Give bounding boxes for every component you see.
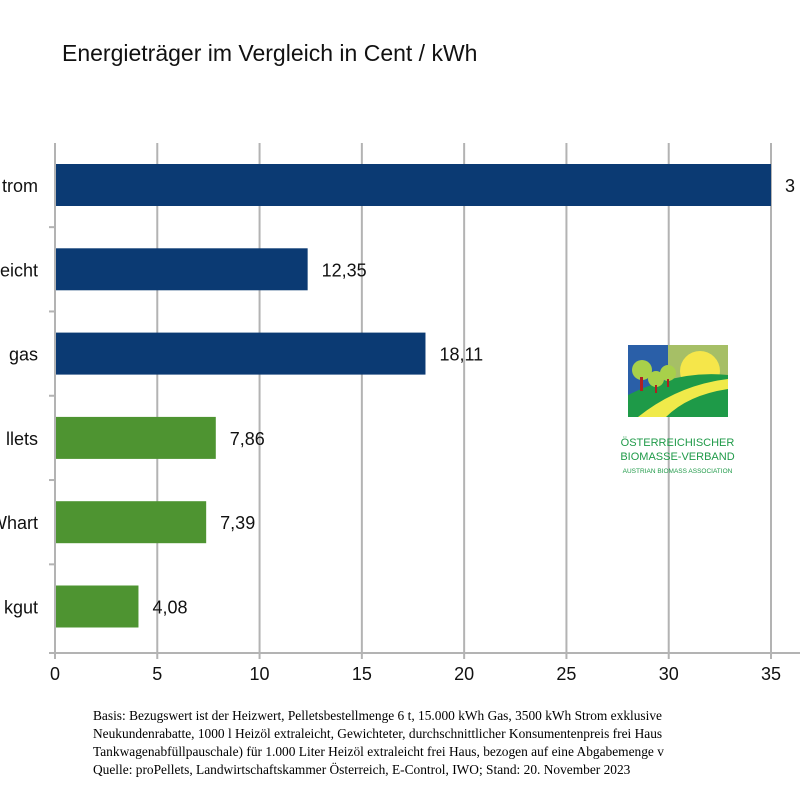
footnote-line: Tankwagenabfüllpauschale) für 1.000 Lite… bbox=[93, 744, 664, 759]
category-label: trom bbox=[2, 176, 38, 196]
category-label: eicht bbox=[0, 260, 38, 280]
data-label: 18,11 bbox=[439, 345, 483, 365]
bar bbox=[56, 585, 139, 628]
data-label: 4,08 bbox=[152, 598, 187, 618]
category-label: llets bbox=[6, 429, 38, 449]
x-tick-label: 30 bbox=[659, 664, 679, 684]
logo-line2: Biomasse-Verband bbox=[620, 451, 735, 463]
logo-line3: Austrian Biomass Association bbox=[622, 468, 733, 475]
x-tick-label: 0 bbox=[50, 664, 60, 684]
bar bbox=[56, 501, 207, 544]
x-tick-label: 5 bbox=[152, 664, 162, 684]
x-tick-label: 10 bbox=[250, 664, 270, 684]
chart-title: Energieträger im Vergleich in Cent / kWh bbox=[62, 40, 478, 66]
x-tick-label: 25 bbox=[556, 664, 576, 684]
x-tick-label: 35 bbox=[761, 664, 781, 684]
bar bbox=[56, 248, 308, 291]
logo-image bbox=[628, 345, 728, 417]
category-label: kgut bbox=[4, 598, 38, 618]
bar bbox=[56, 332, 426, 375]
bar bbox=[56, 416, 216, 459]
bar bbox=[56, 164, 771, 206]
data-label: 12,35 bbox=[322, 260, 367, 280]
data-label: 3 bbox=[785, 176, 795, 196]
category-label: Whart bbox=[0, 513, 38, 533]
footnote-line: Basis: Bezugswert ist der Heizwert, Pell… bbox=[93, 708, 662, 723]
data-label: 7,86 bbox=[230, 429, 265, 449]
footnote-line: Neukundenrabatte, 1000 l Heizöl extralei… bbox=[93, 726, 663, 741]
data-label: 7,39 bbox=[220, 513, 255, 533]
footnotes: Basis: Bezugswert ist der Heizwert, Pell… bbox=[93, 707, 664, 779]
footnote-line: Quelle: proPellets, Landwirtschaftskamme… bbox=[93, 762, 631, 777]
category-label: gas bbox=[9, 345, 38, 365]
x-tick-label: 20 bbox=[454, 664, 474, 684]
logo-line1: Österreichischer bbox=[620, 437, 735, 449]
x-tick-label: 15 bbox=[352, 664, 372, 684]
